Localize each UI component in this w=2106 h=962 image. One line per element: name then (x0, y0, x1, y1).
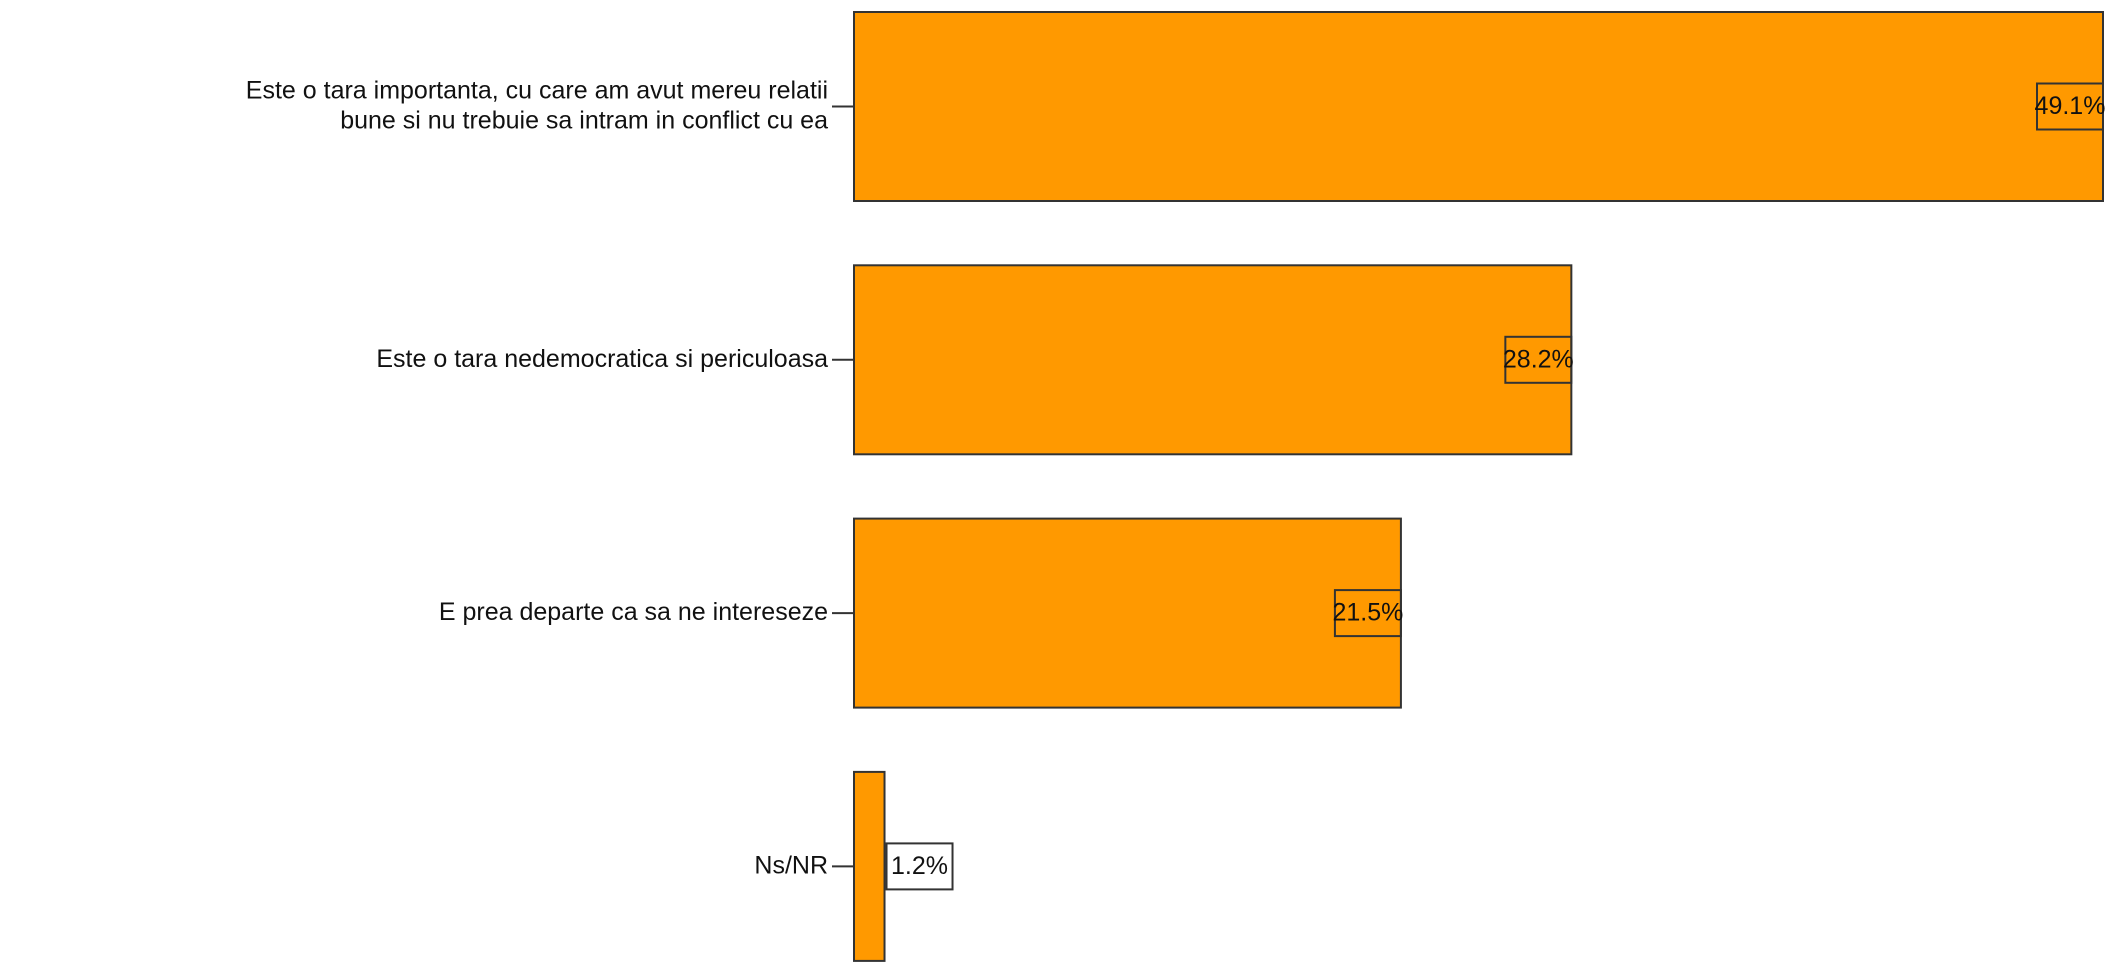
bar (853, 11, 2104, 202)
category-label: E prea departe ca sa ne intereseze (439, 598, 828, 626)
value-label-box (1504, 335, 1573, 384)
bar (853, 770, 886, 962)
bar (853, 264, 1573, 456)
value-label-box (885, 842, 954, 891)
value-label-box (2036, 82, 2104, 131)
value-label: 28.2% (1503, 345, 1574, 373)
value-label-box (1333, 589, 1402, 638)
value-label: 49.1% (2035, 92, 2106, 120)
category-label: Este o tara importanta, cu care am avut … (246, 76, 828, 134)
value-label: 21.5% (1332, 599, 1403, 627)
category-label: Ns/NR (754, 851, 828, 879)
category-label: Este o tara nedemocratica si periculoasa (376, 344, 828, 372)
bar (853, 517, 1402, 709)
value-label: 1.2% (891, 852, 948, 880)
